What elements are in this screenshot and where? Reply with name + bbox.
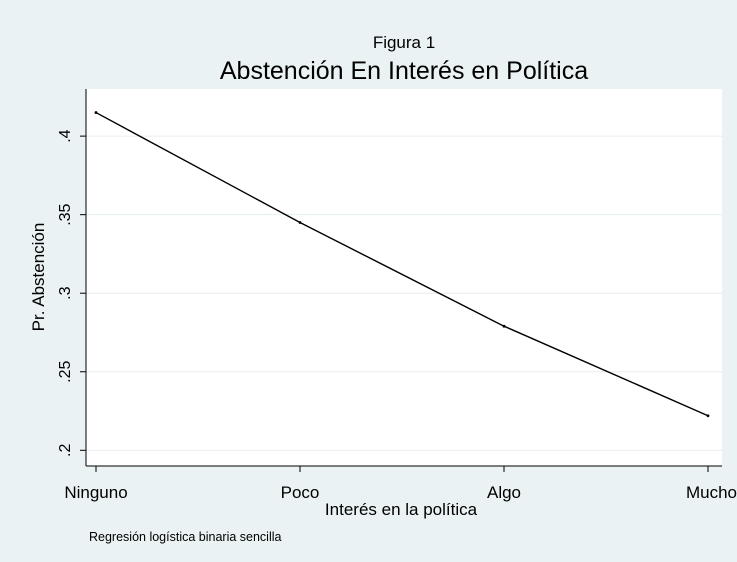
x-tick-label: Mucho xyxy=(686,483,737,502)
grid-lines xyxy=(86,135,722,451)
x-tick-label: Poco xyxy=(281,483,320,502)
y-axis-label: Pr. Abstención xyxy=(29,223,48,332)
x-tick-label: Algo xyxy=(487,483,521,502)
x-ticks: Ninguno Poco Algo Mucho xyxy=(64,466,737,502)
axes xyxy=(85,89,722,467)
chart-title: Abstención En Interés en Política xyxy=(220,57,588,85)
y-tick-label: .25 xyxy=(57,361,74,383)
y-tick-label: .3 xyxy=(57,286,74,299)
y-ticks: .2 .25 .3 .35 .4 xyxy=(57,129,86,457)
x-axis-label: Interés en la política xyxy=(325,500,478,519)
series xyxy=(94,111,710,418)
data-point xyxy=(94,111,98,114)
y-tick-label: .2 xyxy=(57,444,74,457)
data-point xyxy=(706,414,710,418)
plot-area xyxy=(86,89,722,466)
data-point xyxy=(502,324,506,328)
y-tick-label: .4 xyxy=(57,129,74,142)
series-line xyxy=(95,111,709,417)
chart-note: Regresión logística binaria sencilla xyxy=(89,530,282,544)
data-point xyxy=(298,221,302,224)
y-tick-label: .35 xyxy=(57,203,74,225)
chart-supertitle: Figura 1 xyxy=(373,33,435,52)
x-tick-label: Ninguno xyxy=(64,483,127,502)
